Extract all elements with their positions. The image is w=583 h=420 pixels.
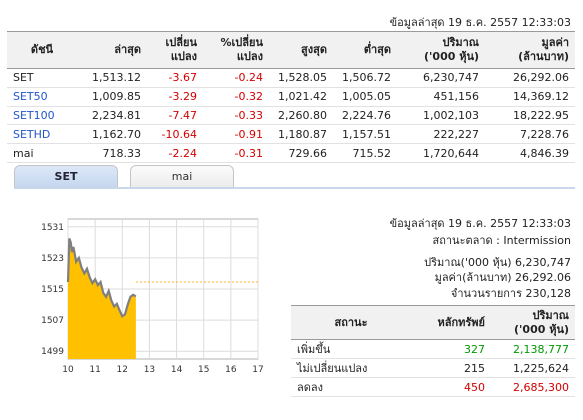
index-high: 1,528.05 xyxy=(269,68,333,88)
index-change: -10.64 xyxy=(147,124,203,145)
index-volume: 1,720,644 xyxy=(397,143,485,163)
y-tick-label: 1531 xyxy=(41,223,64,233)
tab-set[interactable]: SET xyxy=(14,165,118,187)
total-value: มูลค่า(ล้านบาท) 26,292.06 xyxy=(434,271,571,284)
x-tick-label: 17 xyxy=(252,365,263,375)
y-tick-label: 1507 xyxy=(41,316,64,326)
col-last: ล่าสุด xyxy=(77,31,147,69)
col-low: ต่ำสุด xyxy=(333,31,397,69)
index-change: -7.47 xyxy=(147,106,203,126)
info-last-update: ข้อมูลล่าสุด 19 ธ.ค. 2557 12:33:03 xyxy=(389,217,571,230)
index-change: -3.67 xyxy=(147,68,203,88)
col-status: สถานะ xyxy=(291,305,411,340)
tab-mai[interactable]: mai xyxy=(130,165,234,187)
table-row: เพิ่มขึ้น 327 2,138,777 xyxy=(291,339,575,359)
index-last: 1,162.70 xyxy=(77,124,147,145)
tab-underline xyxy=(14,187,575,189)
index-pct-change: -0.91 xyxy=(203,124,269,145)
index-table: ดัชนี ล่าสุด เปลี่ยน แปลง %เปลี่ยน แปลง สู… xyxy=(7,31,575,163)
index-volume: 222,227 xyxy=(397,124,485,145)
index-table-header: ดัชนี ล่าสุด เปลี่ยน แปลง %เปลี่ยน แปลง สู… xyxy=(7,31,575,69)
index-low: 1,005.05 xyxy=(333,87,397,107)
col-high: สูงสุด xyxy=(269,31,333,69)
index-name: SET xyxy=(7,68,77,88)
x-tick-label: 15 xyxy=(198,365,209,375)
index-value: 26,292.06 xyxy=(485,68,575,88)
stat-count: 327 xyxy=(411,339,491,359)
table-row: SET100 2,234.81 -7.47 -0.33 2,260.80 2,224.76… xyxy=(7,106,575,126)
advance-decline-table: สถานะ หลักทรัพย์ ปริมาณ ('000 หุ้น) เพิ่ม… xyxy=(291,305,575,397)
index-high: 1,021.42 xyxy=(269,87,333,107)
index-low: 715.52 xyxy=(333,143,397,163)
index-low: 1,157.51 xyxy=(333,124,397,145)
y-tick-label: 1523 xyxy=(41,254,64,264)
intraday-chart-svg: 10 11 12 13 14 15 16 17 1531 1523 1515 1507 1499 xyxy=(41,218,264,375)
index-last: 2,234.81 xyxy=(77,106,147,126)
index-volume: 6,230,747 xyxy=(397,68,485,88)
index-change: -3.29 xyxy=(147,87,203,107)
stat-table-header: สถานะ หลักทรัพย์ ปริมาณ ('000 หุ้น) xyxy=(291,305,575,340)
price-area xyxy=(68,238,136,359)
index-pct-change: -0.33 xyxy=(203,106,269,126)
index-value: 7,228.76 xyxy=(485,124,575,145)
index-change: -2.24 xyxy=(147,143,203,163)
market-status: สถานะตลาด : Intermission xyxy=(432,234,572,247)
stat-status: เพิ่มขึ้น xyxy=(291,339,411,359)
index-high: 2,260.80 xyxy=(269,106,333,126)
col-index: ดัชนี xyxy=(7,31,77,69)
index-name: mai xyxy=(7,143,77,163)
index-volume: 1,002,103 xyxy=(397,106,485,126)
table-row: mai 718.33 -2.24 -0.31 729.66 715.52 1,720,644… xyxy=(7,143,575,163)
index-value: 18,222.95 xyxy=(485,106,575,126)
table-row: ไม่เปลี่ยนแปลง 215 1,225,624 xyxy=(291,358,575,378)
index-high: 729.66 xyxy=(269,143,333,163)
price-line xyxy=(66,238,137,318)
stat-status: ลดลง xyxy=(291,377,411,397)
stat-status: ไม่เปลี่ยนแปลง xyxy=(291,358,411,378)
x-tick-label: 12 xyxy=(117,365,128,375)
stat-volume: 2,685,300 xyxy=(491,377,575,397)
stat-count: 215 xyxy=(411,358,491,378)
col-securities: หลักทรัพย์ xyxy=(411,305,491,340)
index-pct-change: -0.31 xyxy=(203,143,269,163)
table-row: ลดลง 450 2,685,300 xyxy=(291,377,575,397)
index-name[interactable]: SET50 xyxy=(7,87,77,107)
index-last: 1,009.85 xyxy=(77,87,147,107)
stat-volume: 1,225,624 xyxy=(491,358,575,378)
index-pct-change: -0.24 xyxy=(203,68,269,88)
col-volume: ปริมาณ ('000 หุ้น) xyxy=(397,31,485,69)
table-row: SET50 1,009.85 -3.29 -0.32 1,021.42 1,005.05 4… xyxy=(7,87,575,107)
stat-volume: 2,138,777 xyxy=(491,339,575,359)
index-pct-change: -0.32 xyxy=(203,87,269,107)
total-volume: ปริมาณ('000 หุ้น) 6,230,747 xyxy=(424,256,571,269)
index-name[interactable]: SET100 xyxy=(7,106,77,126)
x-tick-label: 14 xyxy=(171,365,183,375)
index-value: 14,369.12 xyxy=(485,87,575,107)
index-value: 4,846.39 xyxy=(485,143,575,163)
y-tick-label: 1515 xyxy=(41,285,64,295)
total-trades: จำนวนรายการ 230,128 xyxy=(450,287,571,300)
index-name[interactable]: SETHD xyxy=(7,124,77,145)
col-stat-volume: ปริมาณ ('000 หุ้น) xyxy=(491,305,575,340)
col-value: มูลค่า (ล้านบาท) xyxy=(485,31,575,69)
y-tick-label: 1499 xyxy=(41,347,64,357)
table-row: SETHD 1,162.70 -10.64 -0.91 1,180.87 1,157.51… xyxy=(7,124,575,145)
index-low: 1,506.72 xyxy=(333,68,397,88)
index-last: 718.33 xyxy=(77,143,147,163)
index-low: 2,224.76 xyxy=(333,106,397,126)
index-volume: 451,156 xyxy=(397,87,485,107)
x-tick-label: 11 xyxy=(89,365,100,375)
intraday-chart: 10 11 12 13 14 15 16 17 1531 1523 1515 1507 1499 xyxy=(24,213,268,381)
index-last: 1,513.12 xyxy=(77,68,147,88)
col-pct-change: %เปลี่ยน แปลง xyxy=(203,31,269,69)
x-tick-label: 16 xyxy=(225,365,237,375)
x-tick-label: 13 xyxy=(144,365,155,375)
stat-count: 450 xyxy=(411,377,491,397)
table-row: SET 1,513.12 -3.67 -0.24 1,528.05 1,506.72 6,2… xyxy=(7,68,575,88)
last-update-header: ข้อมูลล่าสุด 19 ธ.ค. 2557 12:33:03 xyxy=(389,16,571,29)
index-high: 1,180.87 xyxy=(269,124,333,145)
x-tick-label: 10 xyxy=(62,365,74,375)
col-change: เปลี่ยน แปลง xyxy=(147,31,203,69)
